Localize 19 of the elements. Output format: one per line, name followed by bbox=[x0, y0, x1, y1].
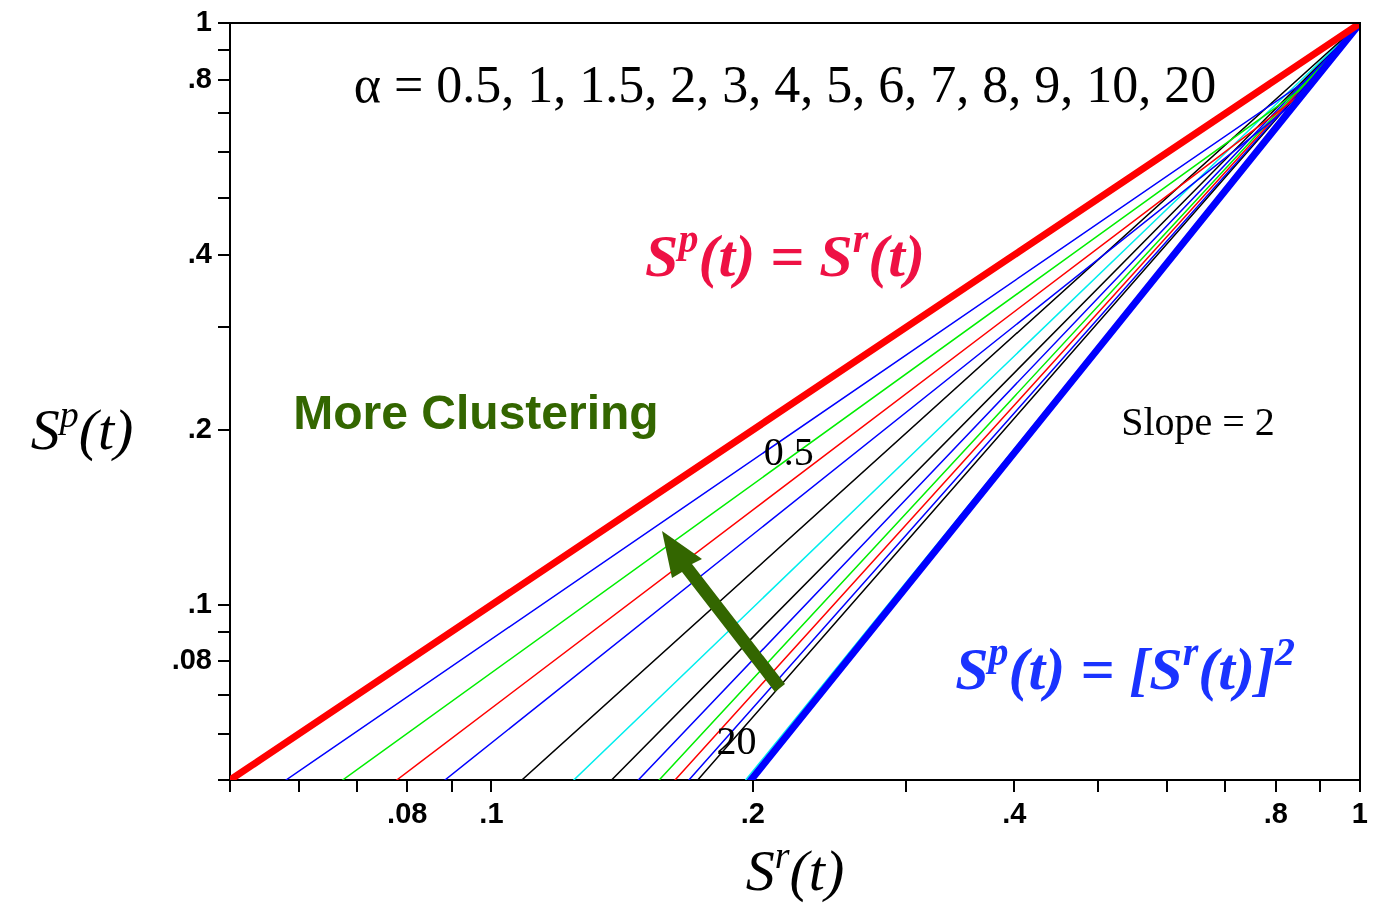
y-axis-title: S$^{p}$(t) bbox=[30, 393, 134, 462]
y-tick-label: .8 bbox=[187, 61, 212, 94]
x-tick-label: .2 bbox=[740, 797, 765, 830]
annotation: S$^{p}$(t) = S$^{r}$(t) bbox=[645, 215, 925, 289]
x-tick-label: .4 bbox=[1002, 797, 1027, 830]
y-tick-label: .4 bbox=[187, 236, 212, 269]
annotation: S$^{p}$(t) = [S$^{r}$(t)]$^{2}$ bbox=[955, 628, 1295, 702]
y-tick-label: .1 bbox=[187, 586, 212, 619]
x-tick-label: 1 bbox=[1351, 797, 1369, 830]
x-tick-label: .1 bbox=[479, 797, 504, 830]
y-tick-label: 1 bbox=[195, 5, 212, 38]
x-axis-title: S$^{r}$(t) bbox=[745, 834, 845, 903]
y-tick-label: .2 bbox=[187, 411, 212, 444]
annotation: Slope = 2 bbox=[1121, 399, 1275, 444]
annotation: α = 0.5, 1, 1.5, 2, 3, 4, 5, 6, 7, 8, 9, 10, 20 bbox=[353, 56, 1217, 113]
x-tick-label: .8 bbox=[1263, 797, 1288, 830]
annotation: More Clustering bbox=[293, 386, 659, 439]
x-tick-label: .08 bbox=[387, 797, 428, 830]
y-tick-label: .08 bbox=[171, 643, 212, 676]
